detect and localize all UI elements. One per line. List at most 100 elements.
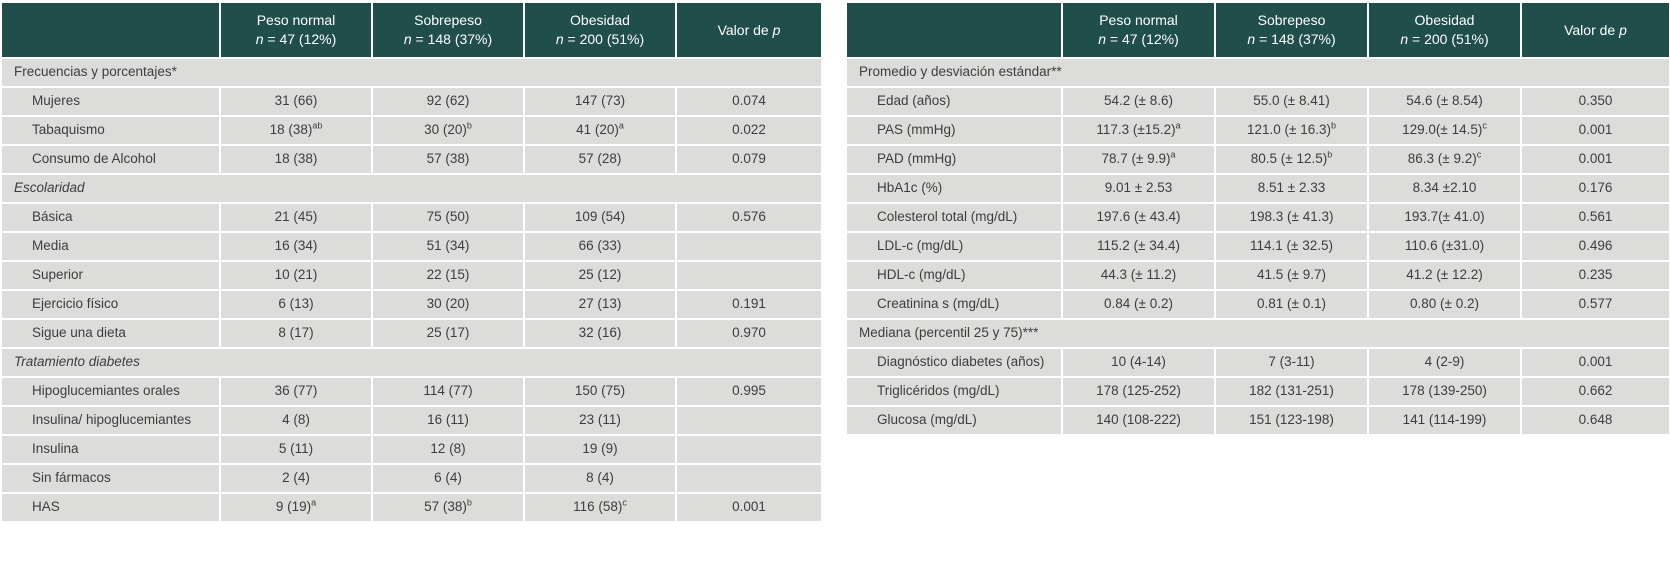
cell-value: 86.3 (± 9.2) [1407,151,1477,167]
value-cell: 9.01 ± 2.53 [1063,175,1214,202]
cell-superscript: c [622,497,627,508]
table-row: LDL-c (mg/dL) 115.2 (± 34.4) 114.1 (± 32.5… [847,233,1669,260]
value-cell: 114 (77) [373,378,523,405]
column-title: Peso normal [256,12,336,29]
cell-value: 92 (62) [426,93,470,109]
p-header-italic: p [1619,21,1627,38]
value-cell: 0.81 (± 0.1) [1216,291,1367,318]
table-row: Diagnóstico diabetes (años) 10 (4-14) 7 (3… [847,349,1669,376]
cell-superscript: c [1482,120,1487,131]
section-label-cell: Promedio y desviación estándar** [847,59,1669,86]
p-value-cell [677,465,821,492]
table-row: Insulina/ hipoglucemiantes 4 (8) 16 (11) 23… [2,407,821,434]
column-title: Obesidad [1414,12,1475,29]
n-count-rest: = 148 (37%) [411,31,493,47]
table-row: HbA1c (%) 9.01 ± 2.53 8.51 ± 2.33 8.34 ±2.1… [847,175,1669,202]
p-value-cell: 0.576 [677,204,821,231]
p-value-cell: 0.001 [1522,117,1669,144]
column-subtitle: n = 200 (51%) [1375,30,1514,49]
cell-value: 10 (4-14) [1111,354,1166,370]
cell-value: 0.079 [732,151,766,167]
column-header-cell: Sobrepeso n = 148 (37%) [373,3,523,57]
p-header-prefix: Valor de [717,21,773,38]
table-row: HDL-c (mg/dL) 44.3 (± 11.2) 41.5 (± 9.7) 41… [847,262,1669,289]
cell-value: 54.2 (± 8.6) [1104,93,1173,109]
column-subtitle: n = 47 (12%) [227,30,365,49]
value-cell: 32 (16) [525,320,675,347]
cell-value: 0.995 [732,383,766,399]
column-subtitle: n = 148 (37%) [379,30,517,49]
row-label-cell: Consumo de Alcohol [2,146,219,173]
value-cell: 30 (20)b [373,117,523,144]
value-cell: 21 (45) [221,204,371,231]
table-means-medians: Peso normal n = 47 (12%) Sobrepeso n = 148 … [845,1,1670,436]
column-title: Peso normal [1099,12,1178,29]
value-cell: 22 (15) [373,262,523,289]
cell-value: 115.2 (± 34.4) [1097,238,1180,254]
value-cell: 41 (20)a [525,117,675,144]
cell-value: 16 (11) [427,412,469,428]
cell-value: 114 (77) [423,383,473,399]
cell-value: 23 (11) [579,412,621,428]
cell-superscript: c [1476,149,1482,160]
cell-value: 0.577 [1578,296,1613,312]
row-label-cell: Triglicéridos (mg/dL) [847,378,1061,405]
table-header: Peso normal n = 47 (12%) Sobrepeso n = 148 … [847,3,1669,57]
cell-value: 78.7 (± 9.9) [1101,151,1171,167]
column-subtitle: n = 148 (37%) [1222,30,1361,49]
cell-value: 0.561 [1578,209,1613,225]
cell-value: 0.191 [732,296,766,312]
row-label-cell: LDL-c (mg/dL) [847,233,1061,260]
n-count-italic: n [255,31,264,47]
cell-value: 178 (139-250) [1402,383,1487,399]
section-label-cell: Frecuencias y porcentajes* [2,59,821,86]
value-cell: 54.2 (± 8.6) [1063,88,1214,115]
row-label-cell: HDL-c (mg/dL) [847,262,1061,289]
value-cell: 36 (77) [221,378,371,405]
cell-value: 0.662 [1578,383,1613,399]
cell-value: 8.34 ±2.10 [1412,180,1477,196]
column-title: Obesidad [570,12,630,29]
cell-superscript: b [1327,149,1333,160]
cell-value: 18 (38) [269,122,313,138]
value-cell: 9 (19)a [221,494,371,521]
cell-value: 80.5 (± 12.5) [1250,151,1328,167]
row-label-cell: Mujeres [2,88,219,115]
value-cell: 57 (28) [525,146,675,173]
column-header-cell: Obesidad n = 200 (51%) [525,3,675,57]
value-cell: 27 (13) [525,291,675,318]
table-row: HAS 9 (19)a 57 (38)b 116 (58)c 0.001 [2,494,821,521]
value-cell: 44.3 (± 11.2) [1063,262,1214,289]
cell-value: 16 (34) [274,238,318,254]
value-cell: 178 (139-250) [1369,378,1520,405]
cell-value: 9 (19) [275,499,312,515]
cell-value: 0.350 [1578,93,1613,109]
row-label-cell: Básica [2,204,219,231]
cell-value: 57 (28) [578,151,622,167]
value-cell: 75 (50) [373,204,523,231]
value-cell: 10 (4-14) [1063,349,1214,376]
value-cell: 31 (66) [221,88,371,115]
value-cell: 150 (75) [525,378,675,405]
cell-value: 44.3 (± 11.2) [1100,267,1177,283]
cell-value: 4 (8) [282,412,310,428]
cell-value: 36 (77) [274,383,318,399]
cell-value: 0.001 [1578,122,1613,138]
cell-value: 55.0 (± 8.41) [1253,93,1330,109]
header-row: Peso normal n = 47 (12%) Sobrepeso n = 148 … [847,3,1669,57]
cell-value: 0.074 [732,93,766,109]
table-row: PAS (mmHg) 117.3 (±15.2)a 121.0 (± 16.3)b 1… [847,117,1669,144]
corner-header-cell [847,3,1061,57]
cell-value: 0.001 [732,499,766,515]
table-row: Tabaquismo 18 (38)ab 30 (20)b 41 (20)a 0.022 [2,117,821,144]
cell-value: 18 (38) [274,151,318,167]
n-count-rest: = 148 (37%) [1255,31,1336,47]
p-value-cell [677,262,821,289]
value-cell: 117.3 (±15.2)a [1063,117,1214,144]
cell-value: 41.5 (± 9.7) [1257,267,1326,283]
cell-value: 0.176 [1578,180,1613,196]
p-value-header-cell: Valor de p [1522,3,1669,57]
value-cell: 7 (3-11) [1216,349,1367,376]
value-cell: 141 (114-199) [1369,407,1520,434]
value-cell: 30 (20) [373,291,523,318]
